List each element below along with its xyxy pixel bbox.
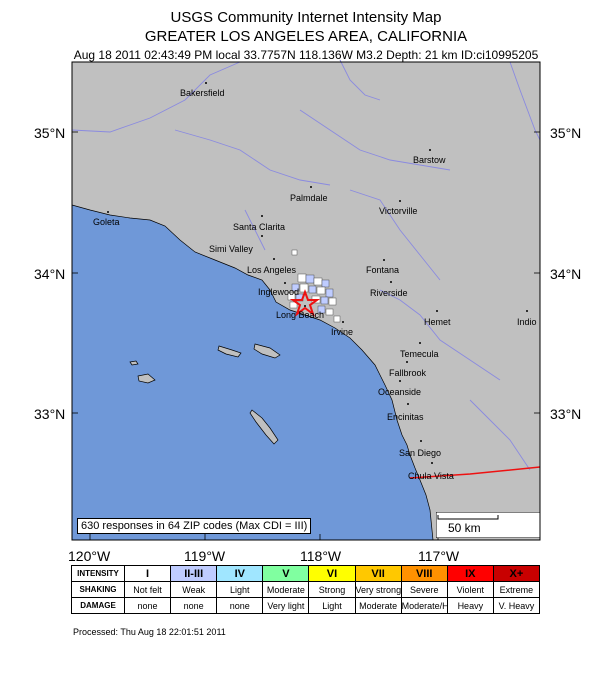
- scale-label: 50 km: [448, 521, 481, 535]
- city-label: Oceanside: [378, 387, 421, 397]
- damage-cell: Heavy: [446, 597, 494, 614]
- intensity-cell: X+: [492, 565, 541, 582]
- shaking-cell: Strong: [308, 581, 356, 598]
- region-title: GREATER LOS ANGELES AREA, CALIFORNIA: [144, 28, 468, 45]
- lat-label-left: 33°N: [34, 406, 66, 422]
- shaking-cell: Light: [216, 581, 264, 598]
- legend-header: DAMAGE: [71, 597, 125, 614]
- city-label: Goleta: [93, 217, 120, 227]
- ocean-area: [71, 204, 434, 541]
- lon-label: 118°W: [300, 548, 342, 564]
- damage-cell: V. Heavy: [492, 597, 541, 614]
- city-label: Bakersfield: [180, 88, 225, 98]
- damage-cell: none: [170, 597, 218, 614]
- city-label: Hemet: [424, 317, 451, 327]
- shaking-cell: Weak: [170, 581, 218, 598]
- epicenter-star: [289, 289, 321, 317]
- island: [129, 360, 139, 366]
- lat-label-right: 34°N: [550, 266, 582, 282]
- shaking-cell: Extreme: [492, 581, 541, 598]
- city-label: Chula Vista: [408, 471, 454, 481]
- city-label: Los Angeles: [247, 265, 297, 275]
- shaking-cell: Severe: [400, 581, 448, 598]
- city-label: Palmdale: [290, 193, 328, 203]
- rivers: [71, 59, 541, 471]
- intensity-legend: INTENSITY I II-III IV V VI VII VIII IX X…: [71, 565, 541, 614]
- damage-cell: Light: [308, 597, 356, 614]
- map-title: USGS Community Internet Intensity Map: [170, 9, 442, 26]
- damage-cell: none: [216, 597, 264, 614]
- legend-damage-row: DAMAGE none none none Very light Light M…: [71, 597, 541, 614]
- island: [217, 345, 242, 358]
- lat-label-right: 33°N: [550, 406, 582, 422]
- island: [249, 409, 279, 445]
- city-markers: [107, 82, 528, 464]
- responses-count: 630 responses in 64 ZIP codes (Max CDI =…: [77, 518, 312, 534]
- city-label: Fontana: [366, 265, 399, 275]
- damage-cell: Moderate/Heavy: [400, 597, 448, 614]
- damage-cell: Very light: [262, 597, 310, 614]
- city-label: Indio: [517, 317, 537, 327]
- city-label: Long Beach: [276, 310, 324, 320]
- scale-bar: 50 km: [436, 512, 540, 538]
- lon-label: 117°W: [418, 548, 460, 564]
- city-label: Riverside: [370, 288, 408, 298]
- city-label: Victorville: [379, 206, 417, 216]
- city-label: Fallbrook: [389, 368, 427, 378]
- city-label: Inglewood: [258, 287, 299, 297]
- legend-intensity-row: INTENSITY I II-III IV V VI VII VIII IX X…: [71, 565, 541, 582]
- city-label: Barstow: [413, 155, 446, 165]
- map-frame: [71, 61, 541, 541]
- intensity-cell: IX: [446, 565, 494, 582]
- intensity-cell: VII: [354, 565, 402, 582]
- intensity-cell: VI: [308, 565, 356, 582]
- processed-timestamp: Processed: Thu Aug 18 22:01:51 2011: [73, 627, 226, 637]
- intensity-cell: VIII: [400, 565, 448, 582]
- intensity-cell: II-III: [170, 565, 218, 582]
- legend-header: INTENSITY: [71, 565, 125, 582]
- lon-label: 120°W: [68, 548, 111, 564]
- city-label: Encinitas: [387, 412, 424, 422]
- us-mexico-border: [409, 466, 541, 479]
- legend-header: SHAKING: [71, 581, 125, 598]
- event-info: Aug 18 2011 02:43:49 PM local 33.7757N 1…: [73, 48, 539, 62]
- lat-label-left: 34°N: [34, 266, 66, 282]
- damage-cell: Moderate: [354, 597, 402, 614]
- shaking-cell: Violent: [446, 581, 494, 598]
- intensity-cell: IV: [216, 565, 264, 582]
- city-label: Santa Clarita: [233, 222, 285, 232]
- lon-label: 119°W: [184, 548, 226, 564]
- lat-label-left: 35°N: [34, 125, 66, 141]
- island: [137, 373, 156, 384]
- legend-shaking-row: SHAKING Not felt Weak Light Moderate Str…: [71, 581, 541, 598]
- city-label: Simi Valley: [209, 244, 253, 254]
- city-label: Irvine: [331, 327, 353, 337]
- shaking-cell: Very strong: [354, 581, 402, 598]
- intensity-cell: V: [262, 565, 310, 582]
- shaking-cell: Not felt: [123, 581, 172, 598]
- island: [253, 343, 281, 359]
- city-label: Temecula: [400, 349, 439, 359]
- damage-cell: none: [123, 597, 172, 614]
- intensity-cell: I: [123, 565, 172, 582]
- city-label: San Diego: [399, 448, 441, 458]
- lat-label-right: 35°N: [550, 125, 582, 141]
- shaking-cell: Moderate: [262, 581, 310, 598]
